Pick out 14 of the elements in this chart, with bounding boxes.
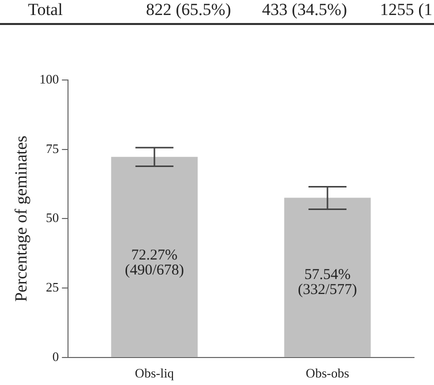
y-tick-label: 0 <box>52 348 59 364</box>
text: Total <box>28 0 63 20</box>
x-tick-label: Obs-liq <box>134 366 174 381</box>
text: 822 (65.5%) <box>146 0 231 20</box>
y-tick-label: 100 <box>39 71 59 86</box>
y-tick-label: 25 <box>46 279 59 294</box>
y-axis-title: Percentage of geminates <box>12 136 31 302</box>
data-label: 57.54% (332/577) <box>298 266 358 298</box>
text: 433 (34.5%) <box>262 0 347 20</box>
x-tick-label: Obs-obs <box>306 366 350 381</box>
data-label: 72.27% (490/678) <box>124 248 184 279</box>
text: 1255 (1 <box>380 0 432 20</box>
y-tick-label: 75 <box>46 140 59 156</box>
y-tick-label: 50 <box>46 210 59 226</box>
